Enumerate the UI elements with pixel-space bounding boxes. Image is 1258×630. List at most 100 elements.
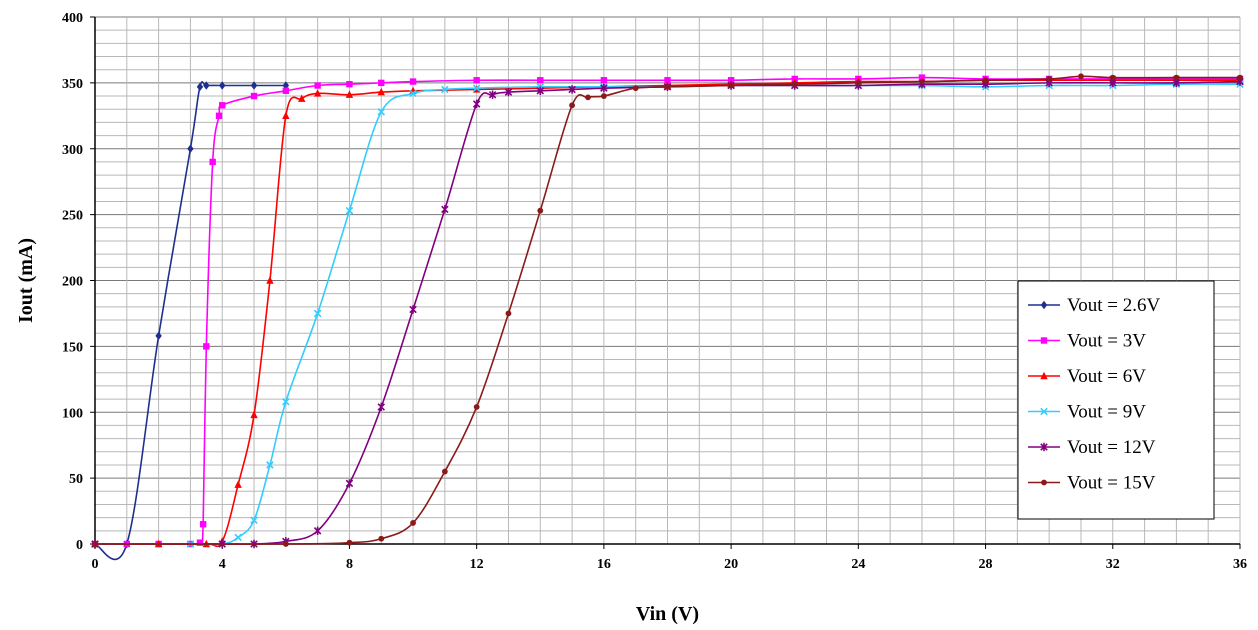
data-point [346, 539, 353, 546]
data-point [472, 84, 481, 92]
data-point [378, 79, 385, 87]
legend-label: Vout = 9V [1067, 402, 1146, 423]
data-point [346, 80, 353, 88]
legend-swatch-marker [1040, 371, 1048, 380]
data-point [187, 144, 194, 153]
data-point [855, 79, 862, 86]
data-point [537, 77, 544, 84]
legend-item: Vout = 6V [1028, 366, 1146, 387]
data-point [298, 94, 306, 102]
data-point [282, 111, 290, 120]
data-point [600, 77, 608, 84]
data-point [209, 158, 216, 166]
data-point [569, 102, 575, 109]
legend-swatch-marker [1040, 300, 1048, 310]
x-tick-label: 0 [92, 557, 99, 572]
y-axis-label: Iout (mA) [15, 238, 37, 323]
data-point [345, 206, 354, 215]
y-tick-label: 150 [62, 340, 83, 355]
data-point [505, 310, 512, 317]
data-point [313, 526, 322, 536]
data-point [266, 276, 274, 284]
data-point [282, 541, 289, 547]
data-point [377, 87, 385, 96]
data-point [1046, 76, 1053, 82]
data-point [155, 331, 162, 341]
y-tick-label: 400 [62, 11, 83, 26]
data-point [441, 468, 448, 475]
data-point [585, 94, 591, 101]
legend-item: Vout = 3V [1028, 331, 1146, 352]
data-point [982, 77, 989, 84]
legend-swatch-marker [1040, 442, 1048, 452]
data-point [600, 93, 607, 99]
data-point [199, 521, 207, 528]
data-point [473, 77, 480, 84]
data-point [409, 78, 417, 85]
data-point [203, 81, 210, 90]
data-point [1237, 74, 1243, 81]
data-point [250, 410, 258, 419]
legend: Vout = 2.6V Vout = 3V Vout = 6V Vout = 9V Vo… [1017, 280, 1215, 520]
data-point [196, 539, 204, 546]
data-point [250, 516, 258, 525]
legend-swatch-marker [1040, 407, 1048, 416]
x-axis-label: Vin (V) [636, 603, 699, 625]
data-point [536, 86, 545, 95]
x-tick-label: 16 [597, 557, 611, 572]
data-point [92, 541, 98, 547]
data-point [377, 402, 386, 412]
x-tick-label: 8 [346, 557, 353, 572]
x-tick-label: 20 [724, 557, 738, 572]
data-point [473, 404, 480, 410]
data-point [282, 397, 290, 406]
data-point [1078, 73, 1084, 80]
data-point [345, 479, 354, 488]
data-point [728, 82, 735, 89]
x-tick-label: 36 [1233, 557, 1247, 572]
data-point [632, 85, 639, 92]
data-point [537, 207, 544, 214]
x-tick-labels: 0 4 8 12 16 20 24 28 32 36 [92, 557, 1248, 572]
data-point [409, 305, 417, 314]
y-tick-labels: 0 50 100 150 200 250 300 350 400 [62, 11, 83, 553]
series-line [94, 81, 286, 561]
data-point [919, 78, 925, 85]
y-tick-label: 200 [62, 275, 83, 290]
y-tick-label: 300 [62, 143, 83, 158]
series-5 [91, 77, 1244, 549]
x-tick-label: 12 [470, 557, 484, 572]
data-point [250, 81, 258, 90]
legend-item: Vout = 9V [1028, 402, 1146, 423]
data-point [488, 90, 497, 99]
legend-item: Vout = 12V [1028, 437, 1156, 458]
legend-label: Vout = 12V [1067, 437, 1156, 458]
legend-label: Vout = 3V [1067, 331, 1146, 352]
series-6 [92, 73, 1243, 547]
y-tick-label: 100 [62, 406, 83, 421]
legend-label: Vout = 15V [1067, 473, 1156, 494]
data-point [313, 309, 322, 318]
data-point [504, 87, 513, 97]
y-tick-label: 50 [69, 472, 83, 487]
data-point [409, 89, 417, 98]
data-point [196, 82, 204, 92]
data-point [1173, 74, 1180, 81]
data-point [1109, 74, 1116, 81]
y-tick-label: 0 [76, 538, 83, 553]
legend-swatch-marker [1041, 479, 1047, 486]
data-point [234, 480, 242, 488]
data-point [600, 83, 608, 93]
data-point [215, 112, 223, 120]
data-point [441, 205, 449, 214]
data-point [219, 102, 226, 109]
data-point [410, 520, 416, 526]
data-point [378, 535, 385, 542]
x-tick-label: 24 [851, 557, 865, 572]
data-point [377, 108, 386, 116]
data-point [664, 83, 671, 90]
data-point [219, 81, 226, 90]
data-point [568, 85, 576, 94]
y-tick-label: 250 [62, 209, 83, 224]
